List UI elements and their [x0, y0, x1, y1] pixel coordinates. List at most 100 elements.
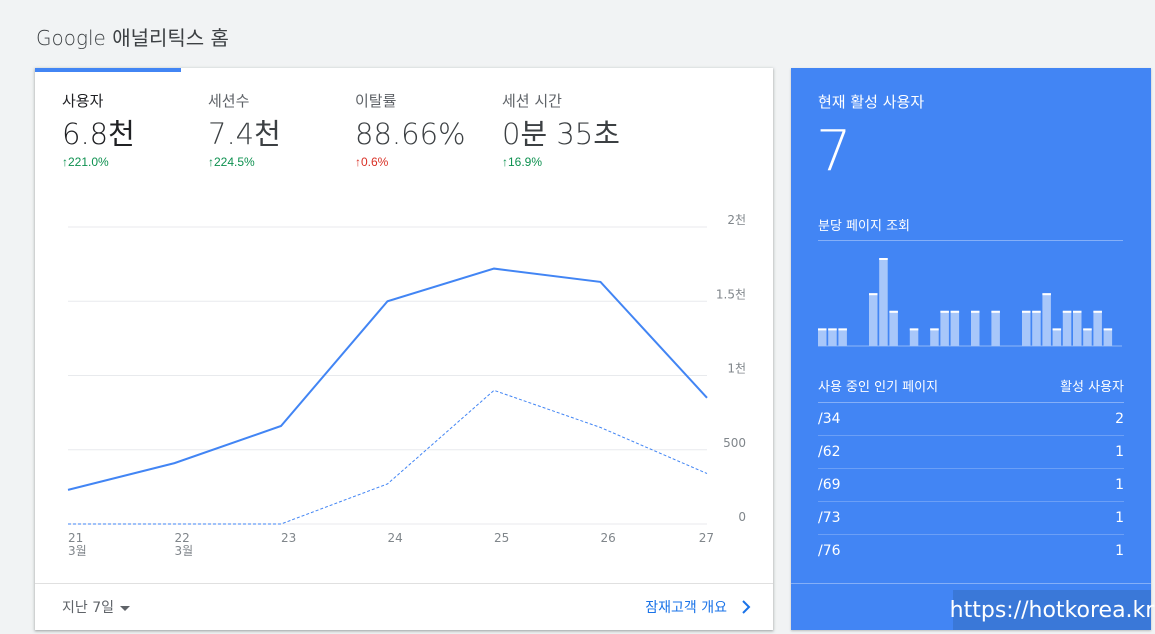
- pageview-bar-cap: [1103, 328, 1113, 331]
- active-tab-indicator: [35, 68, 181, 72]
- pageview-bar: [838, 328, 847, 346]
- pageview-bar: [950, 310, 960, 346]
- pageview-bar-cap: [971, 310, 980, 313]
- pageview-bar-cap: [1062, 310, 1072, 313]
- metric-label: 사용자: [62, 92, 104, 110]
- table-header: 사용 중인 인기 페이지 활성 사용자: [818, 376, 1124, 403]
- metric-delta: ↑0.6%: [355, 155, 389, 169]
- pageview-bar: [828, 328, 837, 346]
- x-tick-label: 21: [68, 531, 83, 545]
- table-row[interactable]: /34 2: [818, 403, 1124, 436]
- pageview-bar-cap: [1032, 310, 1041, 313]
- pageview-bar: [1062, 310, 1072, 346]
- pageview-bar-cap: [1093, 310, 1102, 313]
- pageview-bar-cap: [991, 310, 1000, 313]
- active-users: 1: [1115, 444, 1124, 460]
- page-path: /62: [818, 444, 841, 460]
- column-header-users: 활성 사용자: [1060, 380, 1124, 395]
- page-path: /76: [818, 543, 841, 559]
- realtime-footer: [791, 583, 1151, 630]
- caret-down-icon: [120, 605, 130, 611]
- table-row[interactable]: /62 1: [818, 436, 1124, 469]
- table-row[interactable]: /69 1: [818, 469, 1124, 502]
- metric-tab-sessions[interactable]: 세션수 7.4천 ↑224.5%: [208, 90, 281, 169]
- pageview-bar-cap: [1083, 328, 1092, 331]
- active-users-count: 7: [816, 119, 852, 184]
- arrow-up-icon: ↑: [502, 155, 508, 169]
- top-pages-table: 사용 중인 인기 페이지 활성 사용자 /34 2 /62 1 /69 1 /73 1 …: [818, 376, 1124, 567]
- metric-delta: ↑16.9%: [502, 155, 543, 169]
- audience-overview-link[interactable]: 잠재고객 개요: [645, 597, 751, 617]
- pageview-bar: [1073, 310, 1082, 346]
- metric-tab-bounce-rate[interactable]: 이탈률 88.66% ↑0.6%: [355, 90, 466, 169]
- column-header-page: 사용 중인 인기 페이지: [818, 380, 939, 395]
- table-row[interactable]: /73 1: [818, 502, 1124, 535]
- pageview-bar-cap: [838, 328, 847, 331]
- metric-value: 6.8천: [62, 117, 135, 151]
- x-tick-label: 27: [699, 531, 714, 545]
- metric-value: 88.66%: [355, 117, 466, 151]
- pageview-bar-cap: [950, 310, 960, 313]
- realtime-card: 현재 활성 사용자 7 분당 페이지 조회 사용 중인 인기 페이지 활성 사용…: [791, 68, 1151, 630]
- pageview-bar: [1093, 310, 1102, 346]
- pageview-bar-cap: [889, 310, 898, 313]
- pageview-bar-cap: [1073, 310, 1082, 313]
- metric-tab-users[interactable]: 사용자 6.8천 ↑221.0%: [62, 90, 135, 169]
- date-range-label: 지난 7일: [62, 600, 114, 616]
- metric-tab-session-duration[interactable]: 세션 시간 0분 35초 ↑16.9%: [502, 90, 620, 169]
- overview-card: 사용자 6.8천 ↑221.0% 세션수 7.4천 ↑224.5% 이탈률 88…: [35, 68, 773, 630]
- x-tick-label: 24: [388, 531, 403, 545]
- chevron-right-icon: [742, 600, 751, 614]
- pageview-bar: [930, 328, 939, 346]
- x-tick-label: 25: [494, 531, 509, 545]
- arrow-up-icon: ↑: [208, 155, 214, 169]
- date-range-dropdown[interactable]: 지난 7일: [62, 597, 130, 617]
- pageview-bar: [1103, 328, 1113, 346]
- current-series-line: [67, 267, 708, 491]
- metric-value: 0분 35초: [502, 117, 620, 151]
- page-path: /73: [818, 510, 841, 526]
- metric-label: 세션수: [208, 92, 250, 110]
- x-tick-label: 26: [601, 531, 616, 545]
- comparison-series-line: [68, 389, 708, 525]
- pageviews-bar-chart: [818, 258, 1122, 347]
- x-tick-label: 22: [175, 531, 190, 545]
- pageview-bar-cap: [940, 310, 949, 313]
- pageview-bar-cap: [1042, 293, 1051, 296]
- y-tick-label: 1.5천: [716, 286, 746, 301]
- active-users: 2: [1115, 411, 1124, 427]
- pageview-bar-cap: [1052, 328, 1062, 331]
- metric-label: 이탈률: [355, 92, 397, 110]
- pageview-bar: [909, 328, 919, 346]
- table-row[interactable]: /76 1: [818, 535, 1124, 567]
- pageview-bar: [889, 310, 898, 346]
- metric-delta: ↑224.5%: [208, 155, 255, 169]
- y-tick-label: 2천: [727, 212, 746, 227]
- pageview-bar: [940, 310, 949, 346]
- metric-value: 7.4천: [208, 117, 281, 151]
- pageview-bar: [1083, 328, 1092, 346]
- pageview-bar: [1042, 293, 1051, 346]
- pageview-bar: [991, 310, 1000, 346]
- arrow-up-icon: ↑: [62, 155, 68, 169]
- metric-delta: ↑221.0%: [62, 155, 109, 169]
- pageview-bar-cap: [828, 328, 837, 331]
- active-users: 1: [1115, 543, 1124, 559]
- pageview-bar: [869, 293, 878, 346]
- page-path: /69: [818, 477, 841, 493]
- pageview-bar: [818, 328, 827, 346]
- card-footer: 지난 7일 잠재고객 개요: [35, 583, 773, 630]
- pageview-bar-cap: [1022, 310, 1031, 313]
- audience-overview-label: 잠재고객 개요: [645, 600, 727, 616]
- pageview-bar-cap: [869, 293, 878, 296]
- pageview-bar: [1032, 310, 1041, 346]
- pageview-bar-cap: [909, 328, 919, 331]
- pageview-bar-cap: [930, 328, 939, 331]
- pageview-bar: [971, 310, 980, 346]
- pageview-bar: [1022, 310, 1031, 346]
- y-tick-label: 500: [723, 436, 746, 450]
- page-path: /34: [818, 411, 841, 427]
- metric-label: 세션 시간: [502, 92, 562, 110]
- pageview-bar-cap: [879, 258, 888, 260]
